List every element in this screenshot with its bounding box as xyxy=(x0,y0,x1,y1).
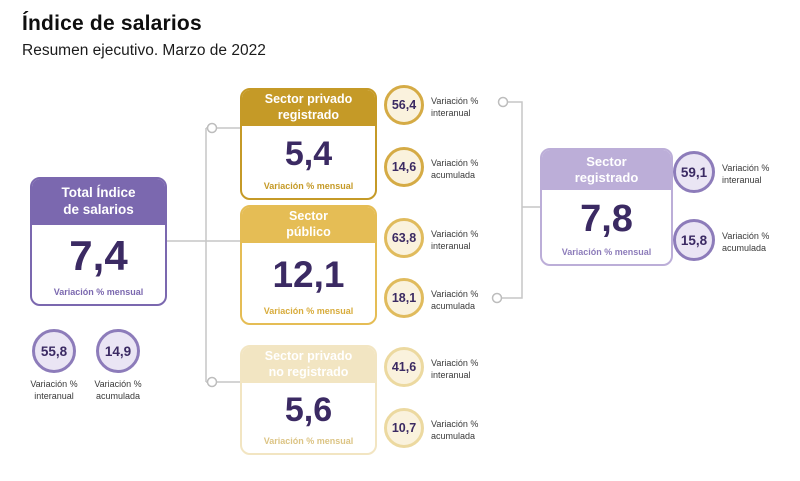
private-unregistered-header: Sector privado no registrado xyxy=(242,347,375,383)
registered-sector-header: Sector registrado xyxy=(542,150,671,190)
private-registered-value: 5,4 xyxy=(284,134,333,173)
total-accumulated-label: Variación % acumulada xyxy=(94,379,142,402)
registered-interannual-circle: 59,1 xyxy=(673,151,715,193)
page-subtitle: Resumen ejecutivo. Marzo de 2022 xyxy=(22,42,266,59)
private-unregistered-accumulated-label: Variación % acumulada xyxy=(431,419,479,442)
private-registered-accumulated-value: 14,6 xyxy=(391,160,417,174)
public-sector-interannual-label: Variación % interanual xyxy=(431,229,479,252)
public-sector-accumulated-value: 18,1 xyxy=(391,291,417,305)
public-sector-accumulated-label: Variación % acumulada xyxy=(431,289,479,312)
registered-interannual-value: 59,1 xyxy=(680,164,708,180)
private-registered-interannual-label: Variación % interanual xyxy=(431,96,479,119)
registered-sector-caption: Variación % mensual xyxy=(561,247,652,257)
private-unregistered-interannual-circle: 41,6 xyxy=(384,347,424,387)
total-accumulated-value: 14,9 xyxy=(104,343,132,359)
total-card-header: Total Índice de salarios xyxy=(32,179,165,225)
total-interannual-value: 55,8 xyxy=(40,343,68,359)
private-unregistered-value: 5,6 xyxy=(284,390,333,429)
public-sector-title: Sector público xyxy=(286,209,331,239)
registered-interannual-label: Variación % interanual xyxy=(722,163,770,186)
public-sector-caption: Variación % mensual xyxy=(263,306,354,316)
private-registered-interannual-value: 56,4 xyxy=(391,98,417,112)
private-unregistered-accumulated-circle: 10,7 xyxy=(384,408,424,448)
registered-sector-card: Sector registrado 7,8 Variación % mensua… xyxy=(540,148,673,266)
total-interannual-label: Variación % interanual xyxy=(30,379,78,402)
registered-accumulated-label: Variación % acumulada xyxy=(722,231,770,254)
private-unregistered-title: Sector privado no registrado xyxy=(264,349,353,379)
private-unregistered-accumulated-value: 10,7 xyxy=(391,421,417,435)
private-registered-caption: Variación % mensual xyxy=(263,181,354,191)
private-registered-card: Sector privado registrado 5,4 Variación … xyxy=(240,88,377,200)
private-unregistered-caption: Variación % mensual xyxy=(263,436,354,446)
registered-accumulated-value: 15,8 xyxy=(680,232,708,248)
private-registered-header: Sector privado registrado xyxy=(242,90,375,126)
total-card-caption: Variación % mensual xyxy=(53,287,144,297)
total-card-title: Total Índice de salarios xyxy=(61,185,136,217)
public-sector-value: 12,1 xyxy=(272,254,345,295)
public-sector-interannual-circle: 63,8 xyxy=(384,218,424,258)
total-interannual-circle: 55,8 xyxy=(32,329,76,373)
public-sector-header: Sector público xyxy=(242,207,375,243)
private-unregistered-card: Sector privado no registrado 5,6 Variaci… xyxy=(240,345,377,455)
total-card-value: 7,4 xyxy=(69,232,128,279)
registered-sector-title: Sector registrado xyxy=(574,153,639,185)
registered-sector-value: 7,8 xyxy=(580,197,633,240)
registered-accumulated-circle: 15,8 xyxy=(673,219,715,261)
private-unregistered-interannual-value: 41,6 xyxy=(391,360,417,374)
total-accumulated-circle: 14,9 xyxy=(96,329,140,373)
page-title: Índice de salarios xyxy=(22,12,202,35)
private-registered-title: Sector privado registrado xyxy=(264,92,353,122)
public-sector-accumulated-circle: 18,1 xyxy=(384,278,424,318)
public-sector-card: Sector público 12,1 Variación % mensual xyxy=(240,205,377,325)
total-index-card: Total Índice de salarios 7,4 Variación %… xyxy=(30,177,167,306)
private-registered-accumulated-label: Variación % acumulada xyxy=(431,158,479,181)
private-unregistered-interannual-label: Variación % interanual xyxy=(431,358,479,381)
private-registered-interannual-circle: 56,4 xyxy=(384,85,424,125)
private-registered-accumulated-circle: 14,6 xyxy=(384,147,424,187)
public-sector-interannual-value: 63,8 xyxy=(391,231,417,245)
